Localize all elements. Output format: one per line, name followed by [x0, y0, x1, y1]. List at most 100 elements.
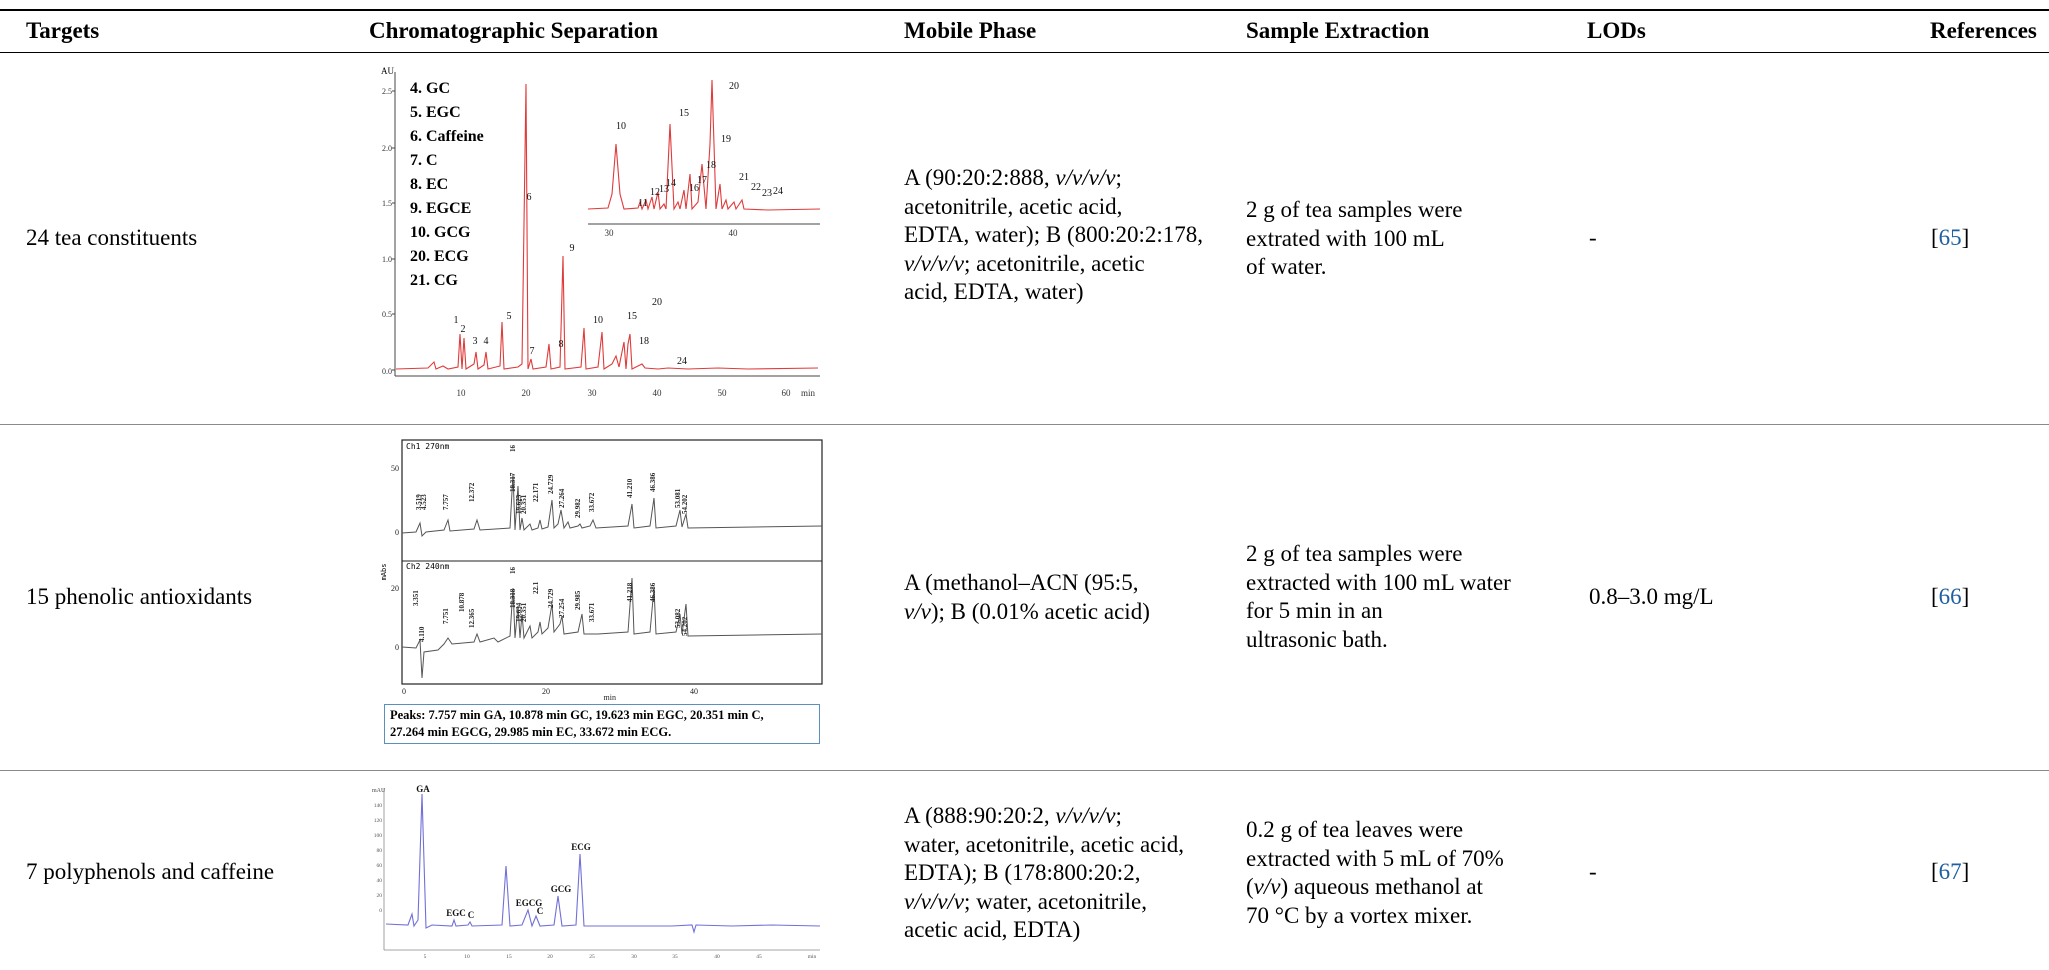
svg-text:3.351: 3.351: [412, 590, 420, 606]
svg-text:2.0: 2.0: [382, 144, 392, 153]
svg-text:53.081: 53.081: [674, 488, 682, 508]
svg-text:27.254: 27.254: [558, 598, 566, 618]
svg-text:2: 2: [461, 324, 466, 335]
svg-text:33.672: 33.672: [588, 492, 596, 512]
svg-text:120: 120: [374, 818, 383, 824]
svg-text:20.351: 20.351: [520, 602, 528, 622]
svg-text:10. GCG: 10. GCG: [410, 224, 471, 241]
svg-text:40: 40: [714, 954, 720, 960]
svg-text:19: 19: [721, 134, 731, 145]
row1-reference: [65]: [1931, 225, 1970, 250]
svg-text:35: 35: [672, 954, 678, 960]
svg-text:19.634: 19.634: [515, 602, 523, 622]
row3-target: 7 polyphenols and caffeine: [26, 859, 275, 884]
svg-text:9: 9: [570, 243, 575, 254]
svg-text:1.5: 1.5: [382, 199, 392, 208]
svg-text:50: 50: [718, 388, 728, 398]
svg-text:19.623: 19.623: [515, 494, 523, 514]
reference-link-67[interactable]: 67: [1938, 859, 1962, 884]
svg-text:4. GC: 4. GC: [410, 80, 450, 97]
svg-text:10: 10: [616, 121, 626, 132]
svg-text:80: 80: [377, 848, 383, 854]
svg-text:30: 30: [605, 228, 615, 238]
svg-text:40: 40: [729, 228, 739, 238]
svg-text:18.318: 18.318: [509, 588, 517, 608]
svg-text:18: 18: [639, 336, 649, 347]
svg-text:30: 30: [588, 388, 598, 398]
svg-text:10: 10: [464, 954, 470, 960]
svg-text:5. EGC: 5. EGC: [410, 104, 461, 121]
svg-text:1.0: 1.0: [382, 255, 392, 264]
reference-link-65[interactable]: 65: [1938, 225, 1962, 250]
svg-text:C: C: [537, 906, 544, 916]
chromatogram-figure-1: AU 2.5 2.0 1.5 1.0 0.5 0.0 10 20 30 40 5…: [381, 66, 821, 398]
svg-text:25: 25: [589, 954, 595, 960]
chromatogram-figure-3: mAU 140 120 100 80 60 40 20 0 GA EGC C EGCG C…: [372, 784, 821, 960]
svg-text:46.386: 46.386: [649, 582, 657, 602]
svg-text:20: 20: [542, 687, 550, 696]
svg-text:3: 3: [473, 336, 478, 347]
svg-text:7.757: 7.757: [442, 494, 450, 510]
svg-text:4.523: 4.523: [420, 494, 428, 510]
svg-text:46.386: 46.386: [649, 472, 657, 492]
row2-mobile-phase: A (methanol–ACN (95:5, v/v); B (0.01% ac…: [904, 570, 1150, 624]
svg-text:8. EC: 8. EC: [410, 176, 448, 193]
svg-text:41.210: 41.210: [626, 478, 634, 498]
svg-text:15: 15: [506, 954, 512, 960]
svg-text:21: 21: [739, 172, 749, 183]
svg-text:0: 0: [395, 643, 399, 652]
svg-text:17: 17: [697, 175, 707, 186]
svg-text:6: 6: [527, 192, 532, 203]
svg-text:7: 7: [530, 346, 535, 357]
header-sample-extraction: Sample Extraction: [1246, 18, 1430, 43]
svg-text:41.218: 41.218: [626, 582, 634, 602]
ch1-peak-labels: 3.519 4.523 7.757 12.372 16 18.317 19.62…: [415, 445, 689, 519]
svg-text:0.5: 0.5: [382, 310, 392, 319]
svg-text:min: min: [808, 954, 817, 960]
svg-text:50: 50: [391, 464, 399, 473]
row-separator: [0, 770, 2049, 771]
svg-text:C: C: [468, 910, 475, 920]
svg-text:100: 100: [374, 833, 383, 839]
svg-text:4: 4: [484, 336, 489, 347]
svg-text:45: 45: [756, 954, 762, 960]
ch2-peak-labels: 3.351 4.110 7.751 10.878 12.365 16 18.31…: [412, 567, 689, 643]
reference-link-66[interactable]: 66: [1938, 584, 1962, 609]
svg-text:18: 18: [706, 160, 716, 171]
svg-text:0: 0: [379, 908, 382, 914]
svg-text:mAbs: mAbs: [380, 564, 388, 581]
svg-text:3.519: 3.519: [415, 494, 423, 510]
row1-sample-extraction: 2 g of tea samples were extrated with 10…: [1246, 197, 1463, 279]
svg-text:20.351: 20.351: [520, 494, 528, 514]
row3-lods: -: [1589, 859, 1597, 884]
header-targets: Targets: [26, 18, 100, 43]
svg-text:22.171: 22.171: [532, 482, 540, 502]
svg-text:24: 24: [773, 186, 783, 197]
svg-text:12.365: 12.365: [468, 608, 476, 628]
svg-text:20: 20: [377, 893, 383, 899]
svg-text:60: 60: [377, 863, 383, 869]
svg-text:5: 5: [507, 311, 512, 322]
svg-text:mAU: mAU: [372, 788, 386, 794]
svg-text:GA: GA: [416, 784, 430, 794]
svg-text:7. C: 7. C: [410, 152, 438, 169]
svg-text:29.985: 29.985: [574, 590, 582, 610]
svg-text:54.202: 54.202: [681, 494, 689, 514]
svg-text:16: 16: [509, 567, 517, 575]
svg-text:20: 20: [522, 388, 532, 398]
header-mobile-phase: Mobile Phase: [904, 18, 1037, 43]
svg-text:20: 20: [652, 297, 662, 308]
svg-text:22.1: 22.1: [532, 581, 540, 594]
svg-text:60: 60: [782, 388, 792, 398]
svg-text:20: 20: [391, 584, 399, 593]
svg-text:0: 0: [402, 687, 406, 696]
svg-text:24: 24: [677, 356, 687, 367]
header-references: References: [1930, 18, 2037, 43]
svg-text:Ch2 240nm: Ch2 240nm: [406, 562, 450, 571]
svg-text:1: 1: [454, 315, 459, 326]
svg-text:GCG: GCG: [551, 884, 572, 894]
svg-text:0: 0: [395, 528, 399, 537]
svg-text:4.110: 4.110: [418, 626, 426, 642]
table-header-rule: [0, 52, 2049, 53]
svg-text:Ch1 270nm: Ch1 270nm: [406, 442, 450, 451]
